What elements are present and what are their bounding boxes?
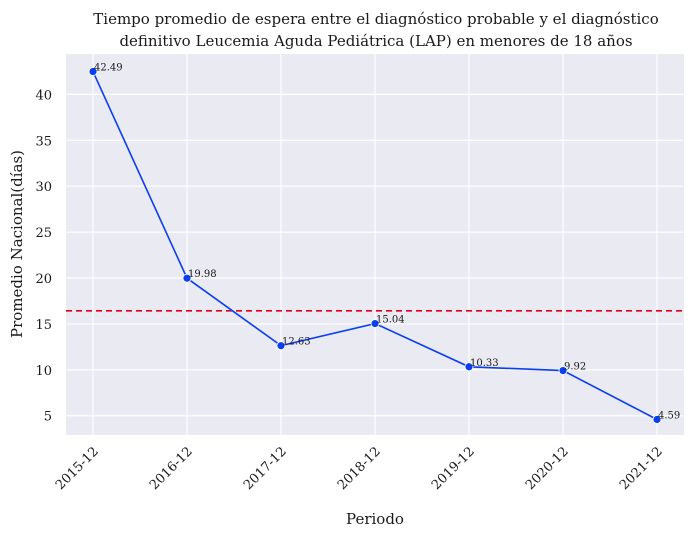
data-label: 42.49 [94, 63, 123, 74]
x-axis-label: Periodo [346, 510, 404, 528]
x-tick-label: 2018-12 [335, 444, 384, 493]
y-tick-label: 15 [35, 318, 52, 333]
data-point [558, 366, 568, 375]
data-label: 4.59 [658, 410, 680, 421]
y-tick-label: 40 [35, 88, 52, 103]
data-label: 9.92 [564, 362, 586, 373]
y-tick-label: 25 [35, 226, 52, 241]
series-group: 42.49 19.98 12.63 15.04 10.33 9.92 4.59 [88, 63, 680, 424]
data-label: 10.33 [470, 358, 499, 369]
x-tick-labels: 2015-12 2016-12 2017-12 2018-12 2019-12 2020-… [53, 444, 666, 493]
y-tick-label: 5 [44, 410, 52, 425]
data-label: 19.98 [188, 269, 217, 280]
y-tick-label: 30 [35, 180, 52, 195]
data-point [652, 415, 662, 424]
data-label: 12.63 [282, 337, 311, 348]
data-label: 15.04 [376, 315, 405, 326]
x-tick-label: 2016-12 [147, 444, 196, 493]
chart-title: Tiempo promedio de espera entre el diagn… [93, 10, 658, 28]
data-point [276, 341, 286, 351]
x-tick-label: 2017-12 [241, 444, 290, 493]
y-tick-labels: 5 10 15 20 25 30 35 40 [35, 88, 52, 424]
data-point [370, 319, 380, 328]
data-point [88, 67, 98, 76]
chart-subtitle: definitivo Leucemia Aguda Pediátrica (LA… [119, 32, 632, 50]
y-tick-label: 20 [35, 272, 52, 287]
x-tick-label: 2021-12 [617, 444, 666, 493]
data-point [464, 362, 474, 372]
x-tick-label: 2020-12 [523, 444, 572, 493]
y-tick-label: 35 [35, 134, 52, 149]
x-tick-label: 2015-12 [53, 444, 102, 493]
x-tick-label: 2019-12 [429, 444, 478, 493]
data-point [182, 273, 192, 283]
y-tick-label: 10 [35, 364, 52, 379]
y-axis-label: Promedio Nacional(días) [8, 150, 26, 338]
